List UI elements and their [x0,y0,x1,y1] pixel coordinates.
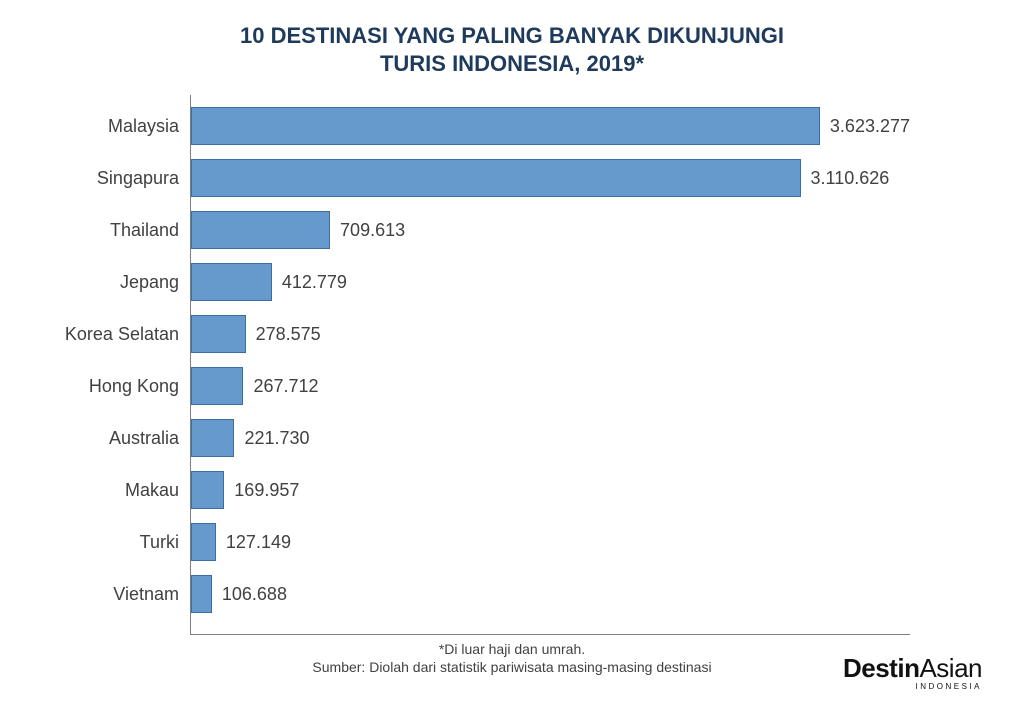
brand-logo: DestinAsian INDONESIA [843,653,982,691]
bar [191,315,246,353]
category-label: Malaysia [108,116,191,137]
bar [191,367,243,405]
bar [191,107,820,145]
bar [191,575,212,613]
bar [191,263,272,301]
bar [191,471,224,509]
bar-row: Malaysia3.623.277 [191,107,910,145]
value-label: 412.779 [272,272,347,293]
value-label: 278.575 [246,324,321,345]
value-label: 221.730 [234,428,309,449]
bar [191,159,801,197]
footnote-2: Sumber: Diolah dari statistik pariwisata… [312,659,711,675]
category-label: Jepang [120,272,191,293]
category-label: Australia [109,428,191,449]
bar-row: Turki127.149 [191,523,910,561]
value-label: 127.149 [216,532,291,553]
value-label: 267.712 [243,376,318,397]
bar [191,419,234,457]
brand-main: DestinAsian [843,653,982,684]
value-label: 169.957 [224,480,299,501]
bar-row: Makau169.957 [191,471,910,509]
footnotes: *Di luar haji dan umrah. Sumber: Diolah … [50,641,974,676]
plot-area: Malaysia3.623.277 Singapura3.110.626 Thail… [190,95,910,635]
bar-row: Vietnam106.688 [191,575,910,613]
brand-part-2: Asian [919,653,982,683]
category-label: Vietnam [113,584,191,605]
category-label: Thailand [110,220,191,241]
value-label: 106.688 [212,584,287,605]
footnote-1: *Di luar haji dan umrah. [439,641,585,657]
category-label: Hong Kong [89,376,191,397]
chart-title: 10 DESTINASI YANG PALING BANYAK DIKUNJUN… [50,22,974,77]
title-line-2: TURIS INDONESIA, 2019* [380,51,644,76]
bar-row: Australia221.730 [191,419,910,457]
bar-row: Singapura3.110.626 [191,159,910,197]
category-label: Turki [140,532,191,553]
bar-row: Korea Selatan278.575 [191,315,910,353]
category-label: Makau [125,480,191,501]
value-label: 3.623.277 [820,116,910,137]
value-label: 709.613 [330,220,405,241]
brand-part-1: Destin [843,653,919,683]
bar [191,523,216,561]
title-line-1: 10 DESTINASI YANG PALING BANYAK DIKUNJUN… [240,23,784,48]
value-label: 3.110.626 [801,168,890,189]
chart-container: 10 DESTINASI YANG PALING BANYAK DIKUNJUN… [0,0,1024,676]
category-label: Singapura [97,168,191,189]
category-label: Korea Selatan [65,324,191,345]
bar [191,211,330,249]
bar-row: Jepang412.779 [191,263,910,301]
bar-row: Thailand709.613 [191,211,910,249]
bar-row: Hong Kong267.712 [191,367,910,405]
